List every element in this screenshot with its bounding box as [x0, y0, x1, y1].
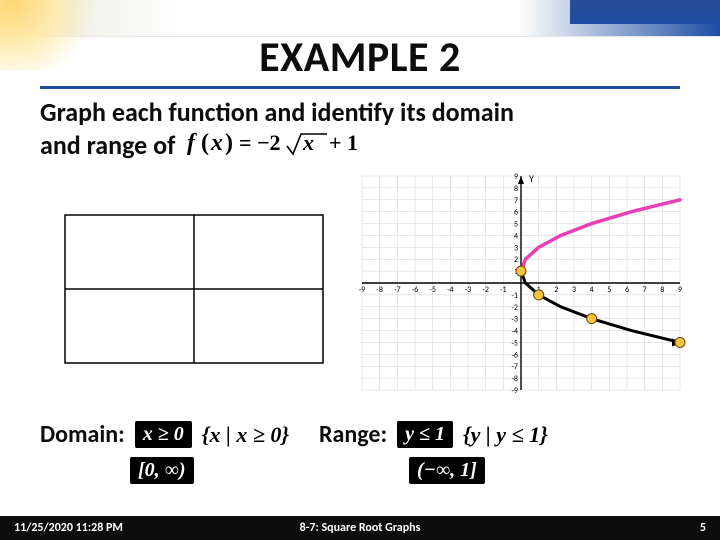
- svg-text:3: 3: [514, 243, 518, 253]
- svg-text:6: 6: [625, 285, 629, 295]
- svg-text:5: 5: [607, 285, 611, 295]
- prompt-line1: Graph each function and identify its dom…: [40, 96, 514, 128]
- svg-text:): ): [225, 130, 233, 156]
- svg-text:7: 7: [514, 196, 518, 206]
- svg-text:8: 8: [514, 184, 518, 194]
- domain-row: Domain: x ≥ 0 {x | x ≥ 0}: [40, 420, 289, 449]
- range-row: Range: y ≤ 1 {y | y ≤ 1}: [319, 420, 548, 449]
- domain-interval-row: [0, ∞): [40, 457, 289, 484]
- svg-text:-5: -5: [429, 285, 436, 295]
- title-underline: [40, 86, 680, 89]
- svg-text:+ 1: + 1: [329, 130, 358, 155]
- answers-row: Domain: x ≥ 0 {x | x ≥ 0} [0, ∞) Range: …: [40, 420, 680, 484]
- svg-text:-6: -6: [412, 285, 419, 295]
- svg-text:-3: -3: [511, 315, 518, 325]
- range-block: Range: y ≤ 1 {y | y ≤ 1} (−∞, 1]: [319, 420, 548, 484]
- top-blue-block: [570, 0, 720, 24]
- svg-text:-2: -2: [482, 285, 489, 295]
- svg-text:(: (: [201, 130, 209, 156]
- range-interval-row: (−∞, 1]: [319, 457, 548, 484]
- footer-title: 8-7: Square Root Graphs: [0, 521, 720, 535]
- blank-grid: [64, 214, 324, 364]
- svg-text:=: =: [239, 130, 252, 155]
- svg-text:3: 3: [572, 285, 576, 295]
- equation: f ( x ) = −2 x + 1: [187, 128, 387, 167]
- svg-text:2: 2: [514, 255, 518, 265]
- svg-text:-4: -4: [511, 327, 518, 337]
- svg-text:Y: Y: [529, 172, 534, 185]
- svg-text:-9: -9: [511, 386, 518, 396]
- svg-text:-7: -7: [511, 362, 518, 372]
- range-setbuilder: {y | y ≤ 1}: [463, 422, 548, 448]
- range-label: Range:: [319, 420, 387, 449]
- range-interval: (−∞, 1]: [409, 457, 485, 484]
- domain-setbuilder: {x | x ≥ 0}: [202, 422, 289, 448]
- footer-bar: 11/25/2020 11:28 PM 8-7: Square Root Gra…: [0, 516, 720, 540]
- svg-text:5: 5: [514, 220, 518, 230]
- domain-interval: [0, ∞): [130, 457, 194, 484]
- svg-text:-3: -3: [465, 285, 472, 295]
- svg-text:x: x: [210, 130, 223, 156]
- svg-text:4: 4: [514, 231, 518, 241]
- slide: EXAMPLE 2 Graph each function and identi…: [0, 0, 720, 540]
- svg-text:x: x: [302, 130, 314, 155]
- svg-text:8: 8: [660, 285, 664, 295]
- svg-text:-1: -1: [500, 285, 507, 295]
- svg-text:-2: -2: [511, 303, 518, 313]
- svg-text:−2: −2: [257, 130, 281, 155]
- svg-text:6: 6: [514, 208, 518, 218]
- svg-text:9: 9: [678, 285, 682, 295]
- prompt-text: Graph each function and identify its dom…: [40, 98, 680, 167]
- domain-block: Domain: x ≥ 0 {x | x ≥ 0} [0, ∞): [40, 420, 289, 484]
- svg-text:-6: -6: [511, 350, 518, 360]
- svg-text:-7: -7: [394, 285, 401, 295]
- slide-title: EXAMPLE 2: [0, 32, 720, 83]
- svg-text:2: 2: [554, 285, 558, 295]
- svg-text:-5: -5: [511, 338, 518, 348]
- svg-text:-9: -9: [359, 285, 366, 295]
- svg-text:-8: -8: [511, 374, 518, 384]
- svg-text:f: f: [187, 130, 197, 156]
- range-inline: y ≤ 1: [397, 421, 453, 448]
- svg-text:4: 4: [590, 285, 594, 295]
- svg-text:-8: -8: [376, 285, 383, 295]
- svg-text:-1: -1: [511, 291, 518, 301]
- svg-text:9: 9: [514, 172, 518, 182]
- prompt-line2: and range of: [40, 129, 175, 161]
- svg-text:7: 7: [643, 285, 647, 295]
- domain-label: Domain:: [40, 420, 125, 449]
- svg-text:-4: -4: [447, 285, 454, 295]
- coordinate-chart: Y-9-8-7-6-5-4-3-2-1123456789-9-8-7-6-5-4…: [356, 170, 686, 396]
- domain-inline: x ≥ 0: [135, 421, 192, 448]
